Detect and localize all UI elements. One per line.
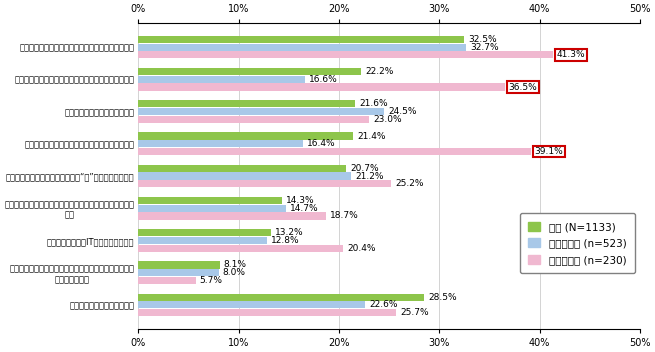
Bar: [138, 132, 353, 140]
Legend: 全体 (N=1133), 働きやすい (n=523), 働きにくい (n=230): 全体 (N=1133), 働きやすい (n=523), 働きにくい (n=230…: [519, 213, 635, 273]
Text: 21.6%: 21.6%: [359, 99, 388, 108]
Bar: [138, 301, 365, 308]
Text: 25.7%: 25.7%: [400, 308, 429, 317]
Text: 39.1%: 39.1%: [534, 147, 563, 156]
Bar: [138, 197, 282, 204]
Text: 23.0%: 23.0%: [373, 115, 402, 124]
Bar: [138, 237, 267, 244]
Bar: [138, 51, 553, 58]
Bar: [138, 148, 531, 155]
Bar: [138, 116, 369, 123]
Bar: [138, 76, 305, 83]
Bar: [138, 165, 346, 172]
Bar: [138, 172, 351, 180]
Bar: [138, 140, 303, 147]
Text: 21.2%: 21.2%: [355, 171, 384, 181]
Text: 5.7%: 5.7%: [200, 276, 223, 285]
Bar: [138, 262, 219, 269]
Text: 18.7%: 18.7%: [330, 212, 359, 220]
Bar: [138, 277, 196, 284]
Text: 12.8%: 12.8%: [271, 236, 299, 245]
Bar: [138, 245, 343, 252]
Text: 16.4%: 16.4%: [307, 139, 335, 148]
Text: 8.0%: 8.0%: [223, 268, 246, 277]
Text: 32.7%: 32.7%: [470, 43, 499, 51]
Text: 13.2%: 13.2%: [275, 228, 303, 237]
Bar: [138, 36, 464, 43]
Bar: [138, 180, 391, 187]
Text: 28.5%: 28.5%: [428, 293, 457, 302]
Text: 22.6%: 22.6%: [369, 301, 398, 309]
Text: 8.1%: 8.1%: [223, 260, 247, 270]
Text: 14.7%: 14.7%: [290, 204, 318, 213]
Text: 20.7%: 20.7%: [350, 164, 379, 173]
Text: 22.2%: 22.2%: [365, 67, 394, 76]
Bar: [138, 269, 219, 276]
Bar: [138, 205, 286, 212]
Text: 14.3%: 14.3%: [286, 196, 314, 205]
Text: 24.5%: 24.5%: [388, 107, 417, 116]
Bar: [138, 212, 326, 220]
Text: 41.3%: 41.3%: [557, 50, 586, 59]
Text: 20.4%: 20.4%: [347, 244, 375, 253]
Bar: [138, 83, 504, 90]
Text: 16.6%: 16.6%: [309, 75, 338, 84]
Bar: [138, 44, 466, 51]
Bar: [138, 68, 361, 75]
Text: 21.4%: 21.4%: [357, 132, 386, 140]
Bar: [138, 100, 355, 107]
Text: 25.2%: 25.2%: [395, 179, 424, 188]
Bar: [138, 108, 384, 115]
Bar: [138, 294, 424, 301]
Bar: [138, 229, 271, 236]
Text: 32.5%: 32.5%: [468, 35, 497, 44]
Bar: [138, 309, 396, 316]
Text: 36.5%: 36.5%: [509, 82, 537, 92]
